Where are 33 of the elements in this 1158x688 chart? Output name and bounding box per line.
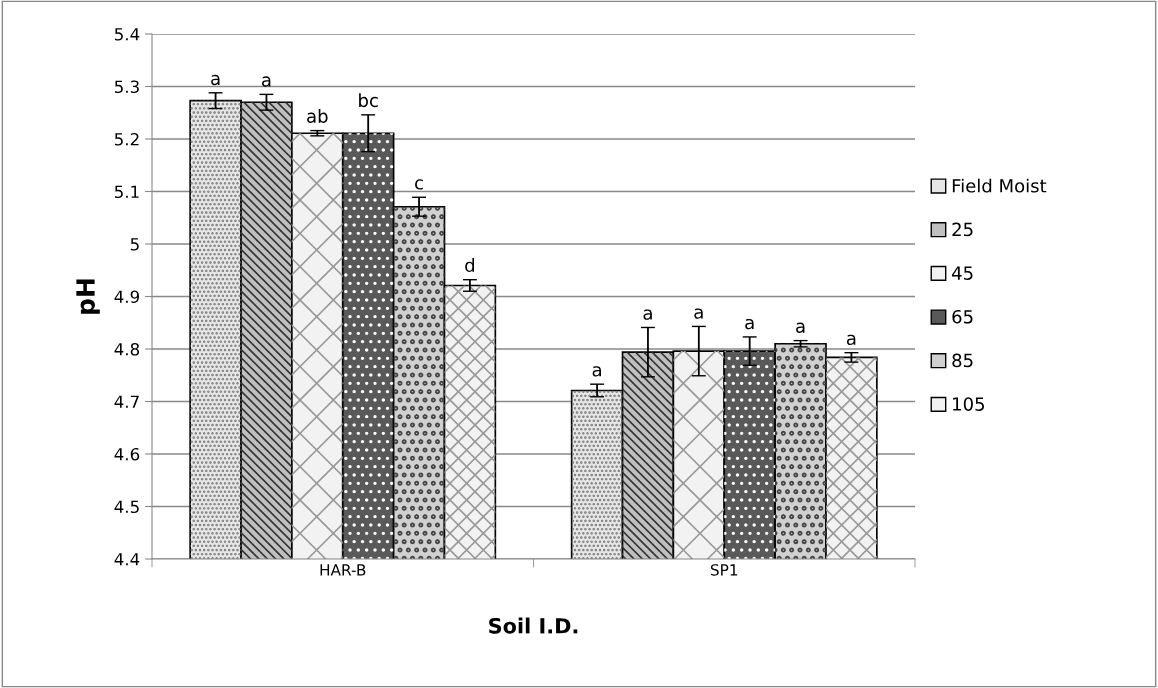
data-label: ab (307, 108, 328, 123)
y-tick-label: 5.3 (114, 80, 139, 94)
y-tick-label: 5.4 (114, 28, 140, 41)
data-label: a (846, 334, 856, 346)
legend-label: Field Moist (952, 178, 1047, 193)
legend-label: 25 (952, 222, 973, 237)
data-label: a (745, 318, 754, 330)
data-label: a (211, 74, 220, 86)
x-tick-label: SP1 (710, 564, 738, 576)
legend-label: 45 (951, 266, 973, 280)
data-label: a (592, 366, 601, 377)
y-tick-label: 4.7 (114, 395, 139, 408)
data-label: a (796, 322, 805, 333)
y-tick-label: 4.4 (114, 553, 140, 566)
y-tick-label: 4.6 (114, 447, 140, 461)
data-label: a (694, 308, 703, 319)
y-tick-label: 5.2 (114, 132, 139, 146)
legend-label: 105 (953, 397, 984, 411)
data-label: a (643, 309, 652, 320)
legend-label: 85 (952, 353, 973, 368)
x-axis-title: Soil I.D. (489, 617, 578, 634)
y-tick-label: 4.9 (114, 290, 140, 304)
y-tick-label: 4.5 (114, 500, 139, 514)
data-label: c (415, 179, 423, 190)
data-label: a (262, 76, 271, 87)
data-label: d (465, 258, 475, 273)
data-label: bc (359, 93, 378, 108)
y-tick-label: 4.8 (114, 342, 140, 356)
y-axis-title: pH (76, 279, 100, 314)
y-tick-label: 5.1 (114, 185, 139, 199)
x-tick-label: HAR-B (320, 564, 366, 576)
legend-label: 65 (952, 309, 973, 324)
y-tick-label: 5 (130, 238, 139, 251)
